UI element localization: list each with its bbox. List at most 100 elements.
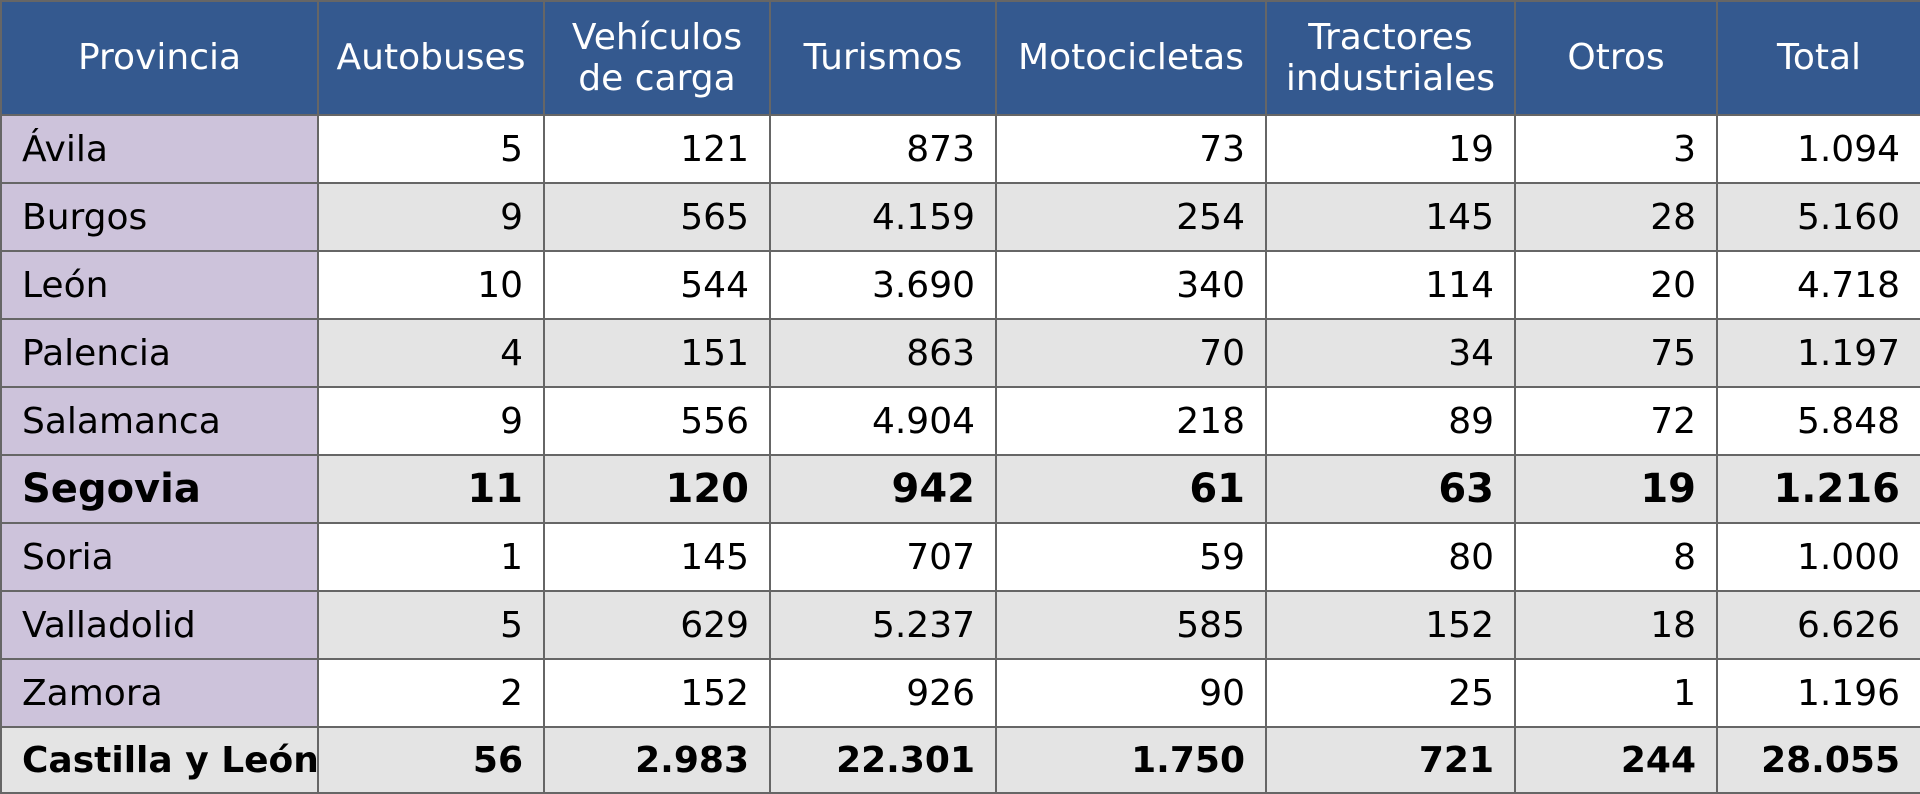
province-cell: Burgos [0,182,319,252]
total-cell: 1.196 [1716,658,1920,728]
column-header-turismos: Turismos [769,0,997,116]
value-cell: 72 [1514,386,1718,456]
value-cell: 18 [1514,590,1718,660]
value-cell: 28 [1514,182,1718,252]
value-cell: 11 [317,454,545,524]
total-cell: 1.197 [1716,318,1920,388]
value-cell: 5 [317,590,545,660]
province-cell: Salamanca [0,386,319,456]
value-cell: 4.904 [769,386,997,456]
value-cell: 340 [995,250,1267,320]
value-cell: 3 [1514,114,1718,184]
province-cell: Ávila [0,114,319,184]
value-cell: 89 [1265,386,1516,456]
value-cell: 4 [317,318,545,388]
value-cell: 8 [1514,522,1718,592]
table-row: Burgos 9 565 4.159 254 145 28 5.160 [0,182,1920,252]
value-cell: 254 [995,182,1267,252]
province-cell: Soria [0,522,319,592]
value-cell: 121 [543,114,771,184]
total-cell: 5.848 [1716,386,1920,456]
province-cell: Valladolid [0,590,319,660]
total-value-cell: 244 [1514,726,1718,794]
total-value-cell: 2.983 [543,726,771,794]
value-cell: 218 [995,386,1267,456]
value-cell: 70 [995,318,1267,388]
value-cell: 5.237 [769,590,997,660]
total-row-label: Castilla y León [0,726,319,794]
value-cell: 20 [1514,250,1718,320]
value-cell: 1 [317,522,545,592]
total-value-cell: 56 [317,726,545,794]
value-cell: 2 [317,658,545,728]
province-cell: Segovia [0,454,319,524]
value-cell: 556 [543,386,771,456]
column-header-motocicletas: Motocicletas [995,0,1267,116]
value-cell: 565 [543,182,771,252]
total-value-cell: 1.750 [995,726,1267,794]
value-cell: 19 [1265,114,1516,184]
header-row: Provincia Autobuses Vehículos de carga T… [0,0,1920,116]
value-cell: 707 [769,522,997,592]
value-cell: 73 [995,114,1267,184]
value-cell: 90 [995,658,1267,728]
value-cell: 145 [543,522,771,592]
total-value-cell: 22.301 [769,726,997,794]
column-header-otros: Otros [1514,0,1718,116]
value-cell: 10 [317,250,545,320]
value-cell: 25 [1265,658,1516,728]
value-cell: 19 [1514,454,1718,524]
value-cell: 5 [317,114,545,184]
total-cell: 5.160 [1716,182,1920,252]
table-row: Valladolid 5 629 5.237 585 152 18 6.626 [0,590,1920,660]
table-header: Provincia Autobuses Vehículos de carga T… [0,0,1920,116]
value-cell: 9 [317,182,545,252]
province-cell: Zamora [0,658,319,728]
total-cell: 1.216 [1716,454,1920,524]
value-cell: 152 [543,658,771,728]
value-cell: 34 [1265,318,1516,388]
value-cell: 152 [1265,590,1516,660]
table-body: Ávila 5 121 873 73 19 3 1.094 Burgos 9 5… [0,114,1920,794]
value-cell: 114 [1265,250,1516,320]
value-cell: 863 [769,318,997,388]
value-cell: 1 [1514,658,1718,728]
province-cell: León [0,250,319,320]
column-header-tractores-industriales: Tractores industriales [1265,0,1516,116]
value-cell: 80 [1265,522,1516,592]
total-value-cell: 721 [1265,726,1516,794]
column-header-total: Total [1716,0,1920,116]
table-row: León 10 544 3.690 340 114 20 4.718 [0,250,1920,320]
table-row: Palencia 4 151 863 70 34 75 1.197 [0,318,1920,388]
total-row: Castilla y León 56 2.983 22.301 1.750 72… [0,726,1920,794]
total-cell: 1.094 [1716,114,1920,184]
value-cell: 3.690 [769,250,997,320]
value-cell: 63 [1265,454,1516,524]
value-cell: 75 [1514,318,1718,388]
table-row-highlighted: Segovia 11 120 942 61 63 19 1.216 [0,454,1920,524]
value-cell: 151 [543,318,771,388]
value-cell: 59 [995,522,1267,592]
grand-total-cell: 28.055 [1716,726,1920,794]
table-row: Salamanca 9 556 4.904 218 89 72 5.848 [0,386,1920,456]
value-cell: 926 [769,658,997,728]
value-cell: 629 [543,590,771,660]
value-cell: 9 [317,386,545,456]
value-cell: 873 [769,114,997,184]
value-cell: 61 [995,454,1267,524]
value-cell: 4.159 [769,182,997,252]
total-cell: 1.000 [1716,522,1920,592]
column-header-provincia: Provincia [0,0,319,116]
province-cell: Palencia [0,318,319,388]
table-row: Zamora 2 152 926 90 25 1 1.196 [0,658,1920,728]
column-header-autobuses: Autobuses [317,0,545,116]
value-cell: 585 [995,590,1267,660]
total-cell: 4.718 [1716,250,1920,320]
value-cell: 120 [543,454,771,524]
value-cell: 544 [543,250,771,320]
value-cell: 942 [769,454,997,524]
column-header-vehiculos-de-carga: Vehículos de carga [543,0,771,116]
table-row: Ávila 5 121 873 73 19 3 1.094 [0,114,1920,184]
value-cell: 145 [1265,182,1516,252]
